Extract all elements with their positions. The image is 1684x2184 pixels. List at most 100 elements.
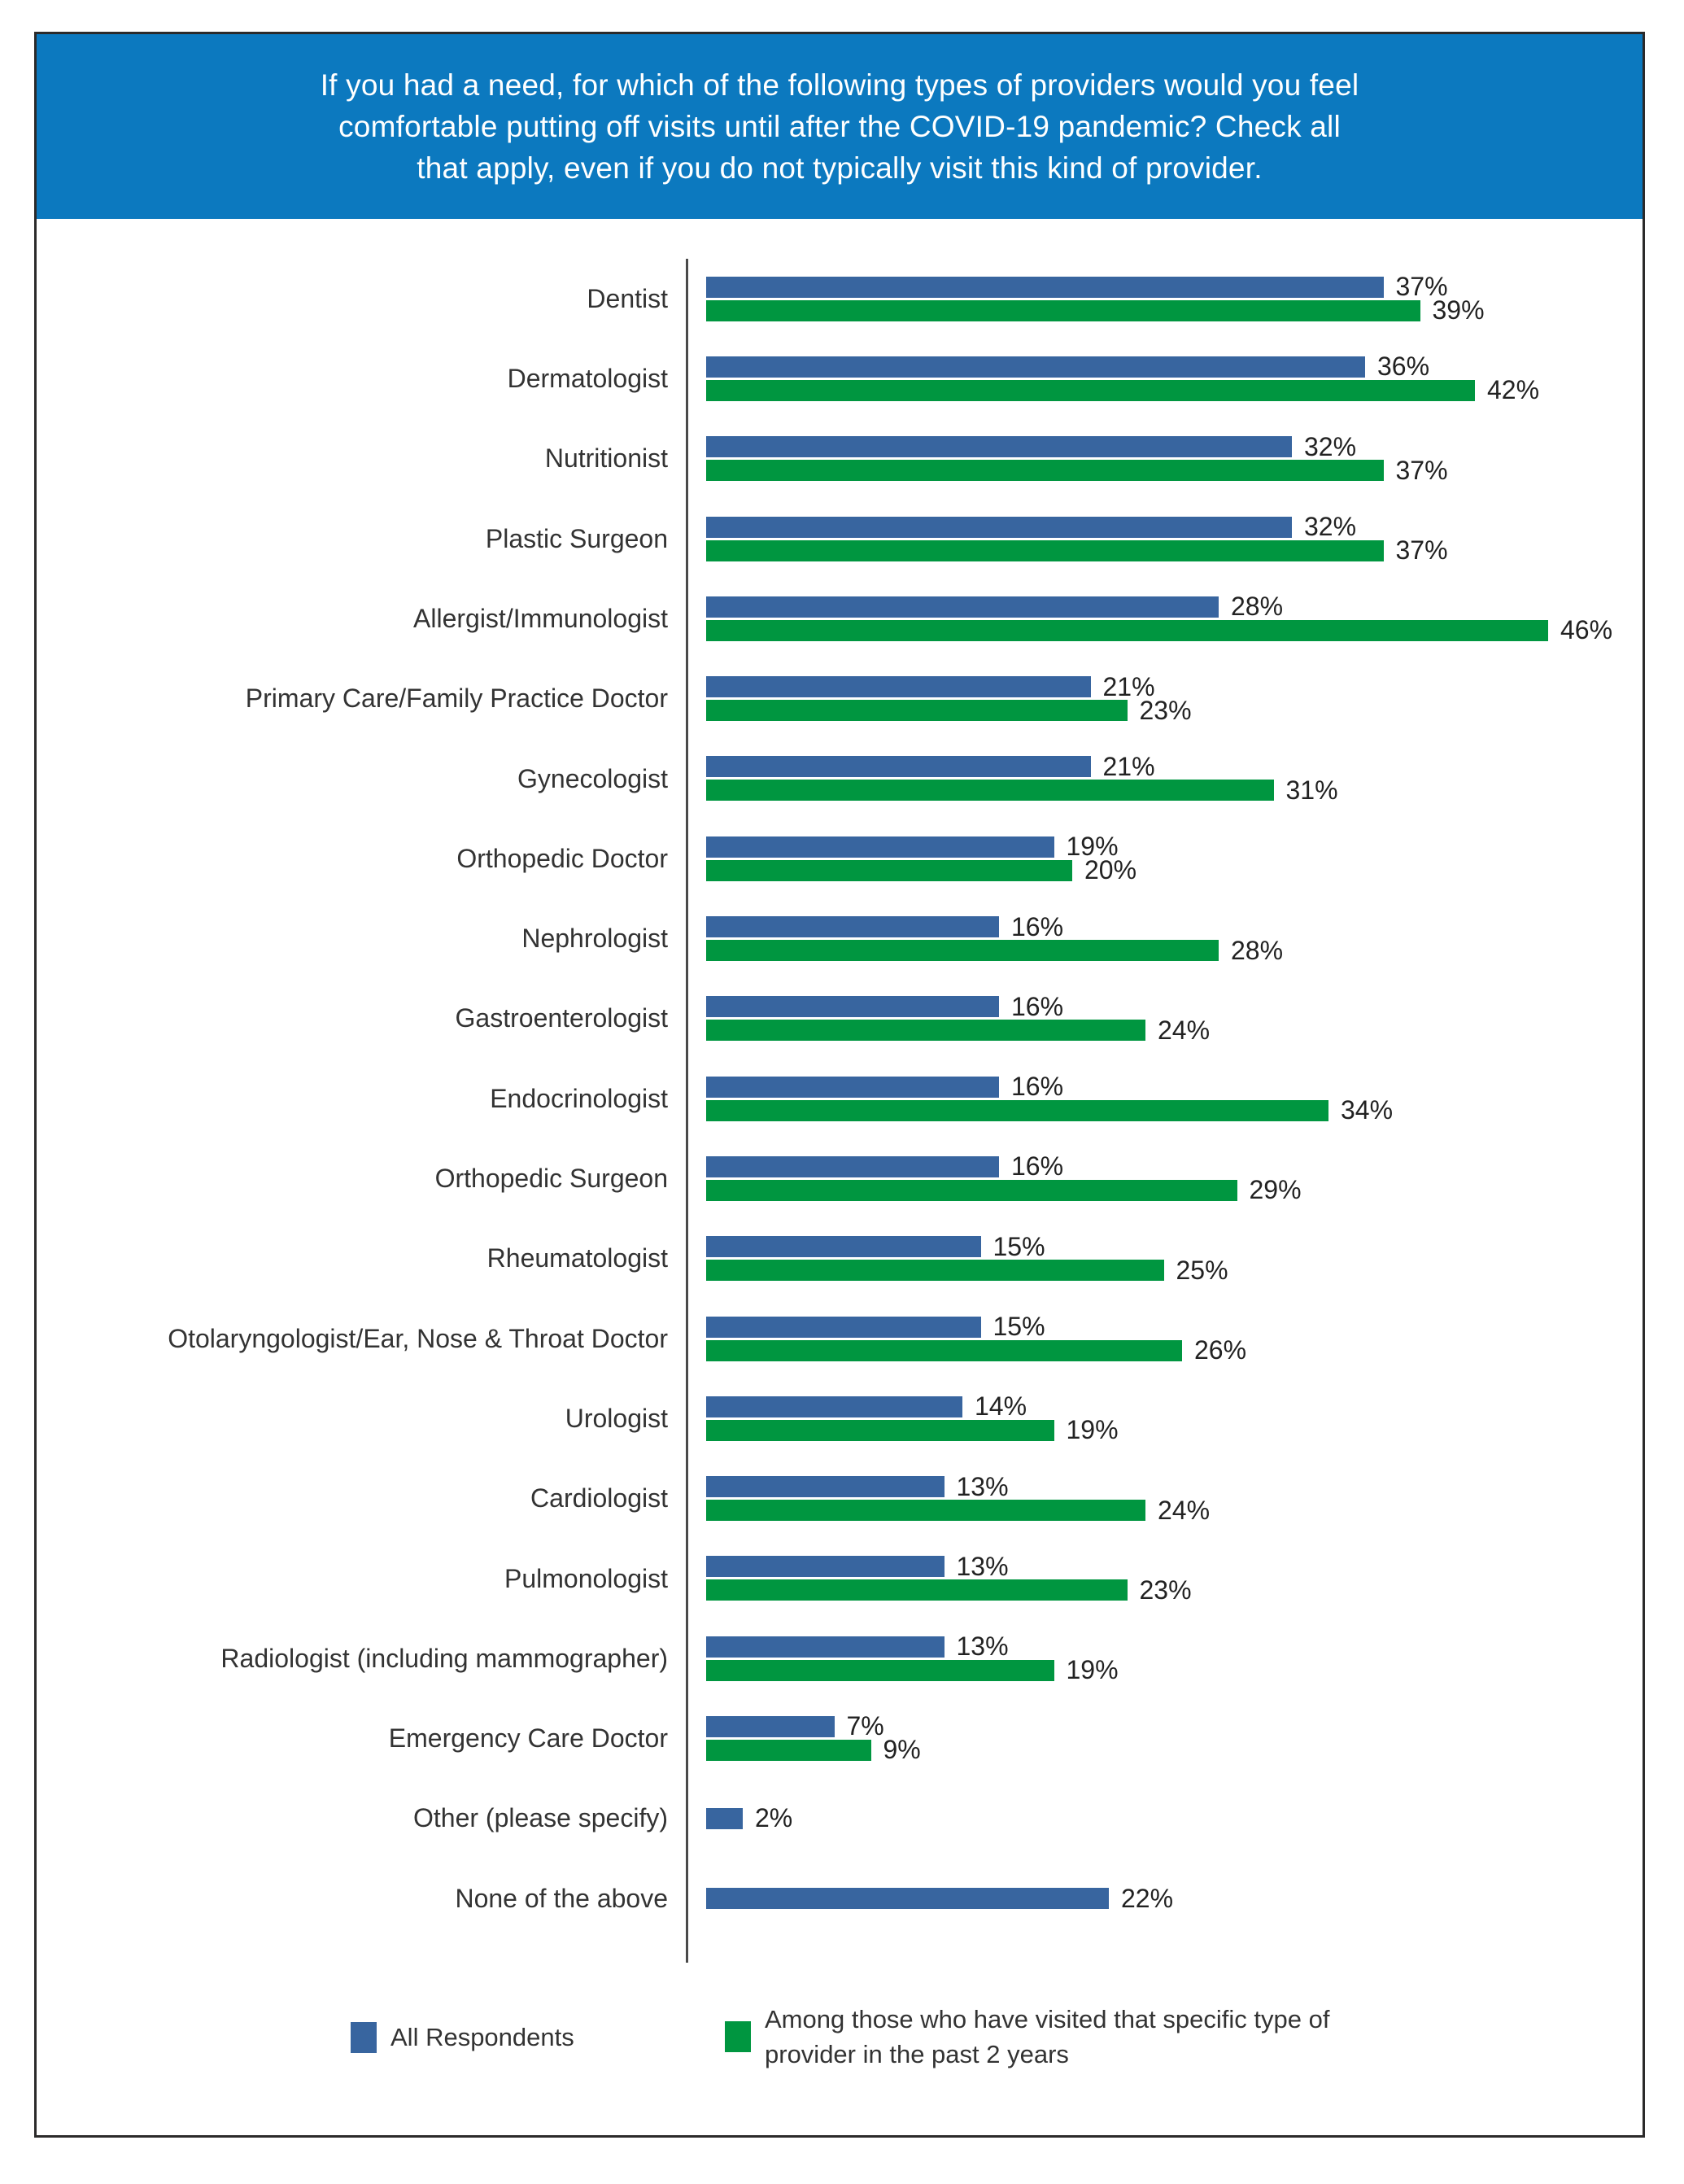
bar-rows-container: Dentist 37% 39% Dermatologist 36% 42% Nutritio… bbox=[37, 259, 1643, 1940]
bar-line: 25% bbox=[706, 1256, 1228, 1285]
category-label: Otolaryngologist/Ear, Nose & Throat Doct… bbox=[168, 1323, 668, 1353]
bar-all-respondents bbox=[706, 276, 1384, 298]
legend-item-all-respondents: All Respondents bbox=[351, 2020, 574, 2055]
bar-all-respondents bbox=[706, 1476, 945, 1498]
chart-row: Other (please specify) 2% bbox=[37, 1779, 1643, 1859]
bar-value-label: 16% bbox=[1011, 991, 1064, 1021]
bar-line: 13% bbox=[706, 1472, 1210, 1501]
bar-visited-provider bbox=[706, 1659, 1054, 1681]
bar-group: 32% 37% bbox=[706, 432, 1448, 485]
bar-value-label: 9% bbox=[883, 1735, 921, 1765]
category-label: Orthopedic Doctor bbox=[456, 843, 668, 873]
bar-all-respondents bbox=[706, 1236, 981, 1258]
category-label: Gynecologist bbox=[517, 763, 668, 793]
bar-line: 21% bbox=[706, 672, 1192, 701]
bar-all-respondents bbox=[706, 596, 1219, 618]
bar-visited-provider bbox=[706, 940, 1219, 962]
bar-value-label: 16% bbox=[1011, 1151, 1064, 1182]
bar-value-label: 13% bbox=[956, 1551, 1009, 1581]
chart-row: Dentist 37% 39% bbox=[37, 259, 1643, 339]
bar-all-respondents bbox=[706, 1155, 999, 1177]
bar-line: 9% bbox=[706, 1735, 921, 1764]
category-label: Pulmonologist bbox=[504, 1563, 668, 1593]
bar-visited-provider bbox=[706, 1579, 1128, 1601]
legend-item-visited-provider: Among those who have visited that specif… bbox=[725, 2002, 1367, 2072]
legend: All Respondents Among those who have vis… bbox=[37, 2005, 1643, 2124]
bar-line: 31% bbox=[706, 775, 1338, 805]
bar-value-label: 36% bbox=[1377, 352, 1430, 382]
bar-visited-provider bbox=[706, 1739, 871, 1761]
bar-all-respondents bbox=[706, 1715, 835, 1737]
bar-value-label: 42% bbox=[1487, 375, 1540, 405]
category-label: Dentist bbox=[587, 283, 668, 313]
bar-value-label: 28% bbox=[1231, 592, 1284, 622]
bar-value-label: 32% bbox=[1304, 431, 1357, 461]
bar-line: 29% bbox=[706, 1175, 1302, 1204]
bar-value-label: 15% bbox=[993, 1312, 1045, 1341]
bar-visited-provider bbox=[706, 1020, 1145, 1042]
chart-row: Cardiologist 13% 24% bbox=[37, 1458, 1643, 1538]
bar-visited-provider bbox=[706, 299, 1420, 321]
y-axis-line bbox=[686, 259, 688, 1963]
bar-line: 16% bbox=[706, 1072, 1393, 1101]
bar-value-label: 37% bbox=[1395, 455, 1448, 485]
bar-all-respondents bbox=[706, 356, 1365, 378]
bar-group: 13% 24% bbox=[706, 1472, 1210, 1525]
bar-line: 32% bbox=[706, 432, 1448, 461]
bar-visited-provider bbox=[706, 1500, 1145, 1522]
chart-row: Dermatologist 36% 42% bbox=[37, 339, 1643, 418]
bar-line: 7% bbox=[706, 1711, 921, 1741]
bar-visited-provider bbox=[706, 780, 1274, 802]
bar-line: 15% bbox=[706, 1232, 1228, 1261]
bar-all-respondents bbox=[706, 836, 1054, 858]
chart-row: Nephrologist 16% 28% bbox=[37, 898, 1643, 978]
bar-visited-provider bbox=[706, 700, 1128, 722]
chart-row: Pulmonologist 13% 23% bbox=[37, 1539, 1643, 1618]
category-label: Other (please specify) bbox=[412, 1803, 668, 1833]
category-label: Primary Care/Family Practice Doctor bbox=[245, 684, 668, 714]
bar-group: 37% 39% bbox=[706, 272, 1485, 325]
bar-all-respondents bbox=[706, 1556, 945, 1578]
chart-row: Orthopedic Doctor 19% 20% bbox=[37, 819, 1643, 898]
legend-label-visited-provider: Among those who have visited that specif… bbox=[765, 2005, 1330, 2068]
bar-value-label: 19% bbox=[1066, 832, 1119, 862]
bar-line: 19% bbox=[706, 832, 1136, 861]
bar-line: 46% bbox=[706, 615, 1612, 644]
bar-value-label: 20% bbox=[1084, 855, 1137, 885]
bar-value-label: 26% bbox=[1194, 1335, 1247, 1365]
bar-value-label: 34% bbox=[1341, 1095, 1394, 1125]
bar-all-respondents bbox=[706, 1636, 945, 1658]
category-label: Urologist bbox=[565, 1403, 668, 1433]
bar-group: 36% 42% bbox=[706, 352, 1539, 404]
bar-line: 37% bbox=[706, 272, 1485, 301]
bar-group: 16% 24% bbox=[706, 992, 1210, 1045]
category-label: Rheumatologist bbox=[486, 1243, 668, 1273]
bar-group: 28% 46% bbox=[706, 592, 1612, 644]
bar-line: 37% bbox=[706, 535, 1448, 565]
legend-label-all-respondents: All Respondents bbox=[390, 2023, 574, 2051]
bar-value-label: 21% bbox=[1102, 671, 1155, 701]
bar-line: 39% bbox=[706, 295, 1485, 325]
bar-visited-provider bbox=[706, 539, 1384, 561]
bar-value-label: 13% bbox=[956, 1631, 1009, 1662]
bar-all-respondents bbox=[706, 756, 1091, 778]
bar-value-label: 2% bbox=[755, 1803, 793, 1833]
category-label: Allergist/Immunologist bbox=[413, 603, 668, 633]
chart-frame: If you had a need, for which of the foll… bbox=[34, 32, 1645, 2138]
bar-all-respondents bbox=[706, 1888, 1109, 1910]
bar-line: 14% bbox=[706, 1391, 1119, 1421]
bar-group: 13% 19% bbox=[706, 1631, 1119, 1684]
bar-value-label: 7% bbox=[846, 1711, 884, 1741]
bar-group: 2% bbox=[706, 1803, 792, 1832]
chart-row: Primary Care/Family Practice Doctor 21% 23… bbox=[37, 658, 1643, 738]
chart-row: Rheumatologist 15% 25% bbox=[37, 1219, 1643, 1299]
bar-value-label: 21% bbox=[1102, 751, 1155, 781]
bar-visited-provider bbox=[706, 1099, 1328, 1121]
category-label: Radiologist (including mammographer) bbox=[220, 1643, 668, 1673]
bar-visited-provider bbox=[706, 619, 1548, 641]
bar-line: 13% bbox=[706, 1552, 1192, 1581]
bar-line: 16% bbox=[706, 1151, 1302, 1181]
bar-line: 19% bbox=[706, 1415, 1119, 1444]
bar-group: 21% 23% bbox=[706, 672, 1192, 725]
